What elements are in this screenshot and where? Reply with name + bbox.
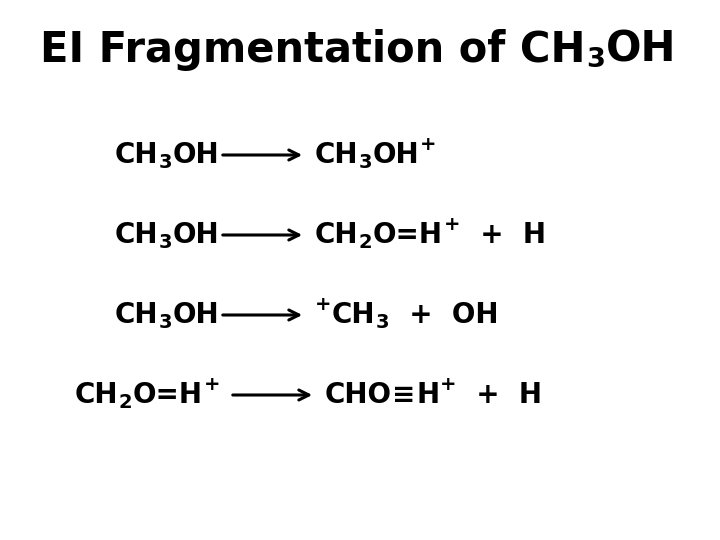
Text: 3: 3: [159, 233, 173, 253]
Text: OH: OH: [606, 29, 676, 71]
Text: CH: CH: [315, 141, 359, 169]
Text: CH: CH: [315, 221, 359, 249]
Text: +: +: [444, 215, 460, 234]
Text: OH: OH: [173, 141, 220, 169]
Text: OH: OH: [173, 301, 220, 329]
Text: +  H: + H: [457, 381, 542, 409]
Text: OH: OH: [173, 221, 220, 249]
Text: 2: 2: [119, 394, 132, 413]
Text: O=H: O=H: [373, 221, 443, 249]
Text: H: H: [416, 381, 439, 409]
Text: +: +: [440, 375, 456, 395]
Text: +  H: + H: [461, 221, 546, 249]
Text: O=H: O=H: [133, 381, 203, 409]
Text: +: +: [420, 136, 436, 154]
Text: OH: OH: [373, 141, 420, 169]
Text: CH: CH: [115, 141, 158, 169]
Text: 3: 3: [376, 314, 390, 333]
Text: 3: 3: [359, 153, 372, 172]
Text: +: +: [204, 375, 220, 395]
Text: ≡: ≡: [392, 381, 415, 409]
Text: CH: CH: [75, 381, 119, 409]
Text: 3: 3: [159, 314, 173, 333]
Text: 2: 2: [359, 233, 373, 253]
Text: +  OH: + OH: [390, 301, 498, 329]
Text: 3: 3: [586, 47, 605, 73]
Text: +: +: [315, 295, 331, 314]
Text: CHO: CHO: [325, 381, 392, 409]
Text: CH: CH: [115, 221, 158, 249]
Text: 3: 3: [159, 153, 173, 172]
Text: CH: CH: [332, 301, 376, 329]
Text: EI Fragmentation of CH: EI Fragmentation of CH: [40, 29, 585, 71]
Text: CH: CH: [115, 301, 158, 329]
